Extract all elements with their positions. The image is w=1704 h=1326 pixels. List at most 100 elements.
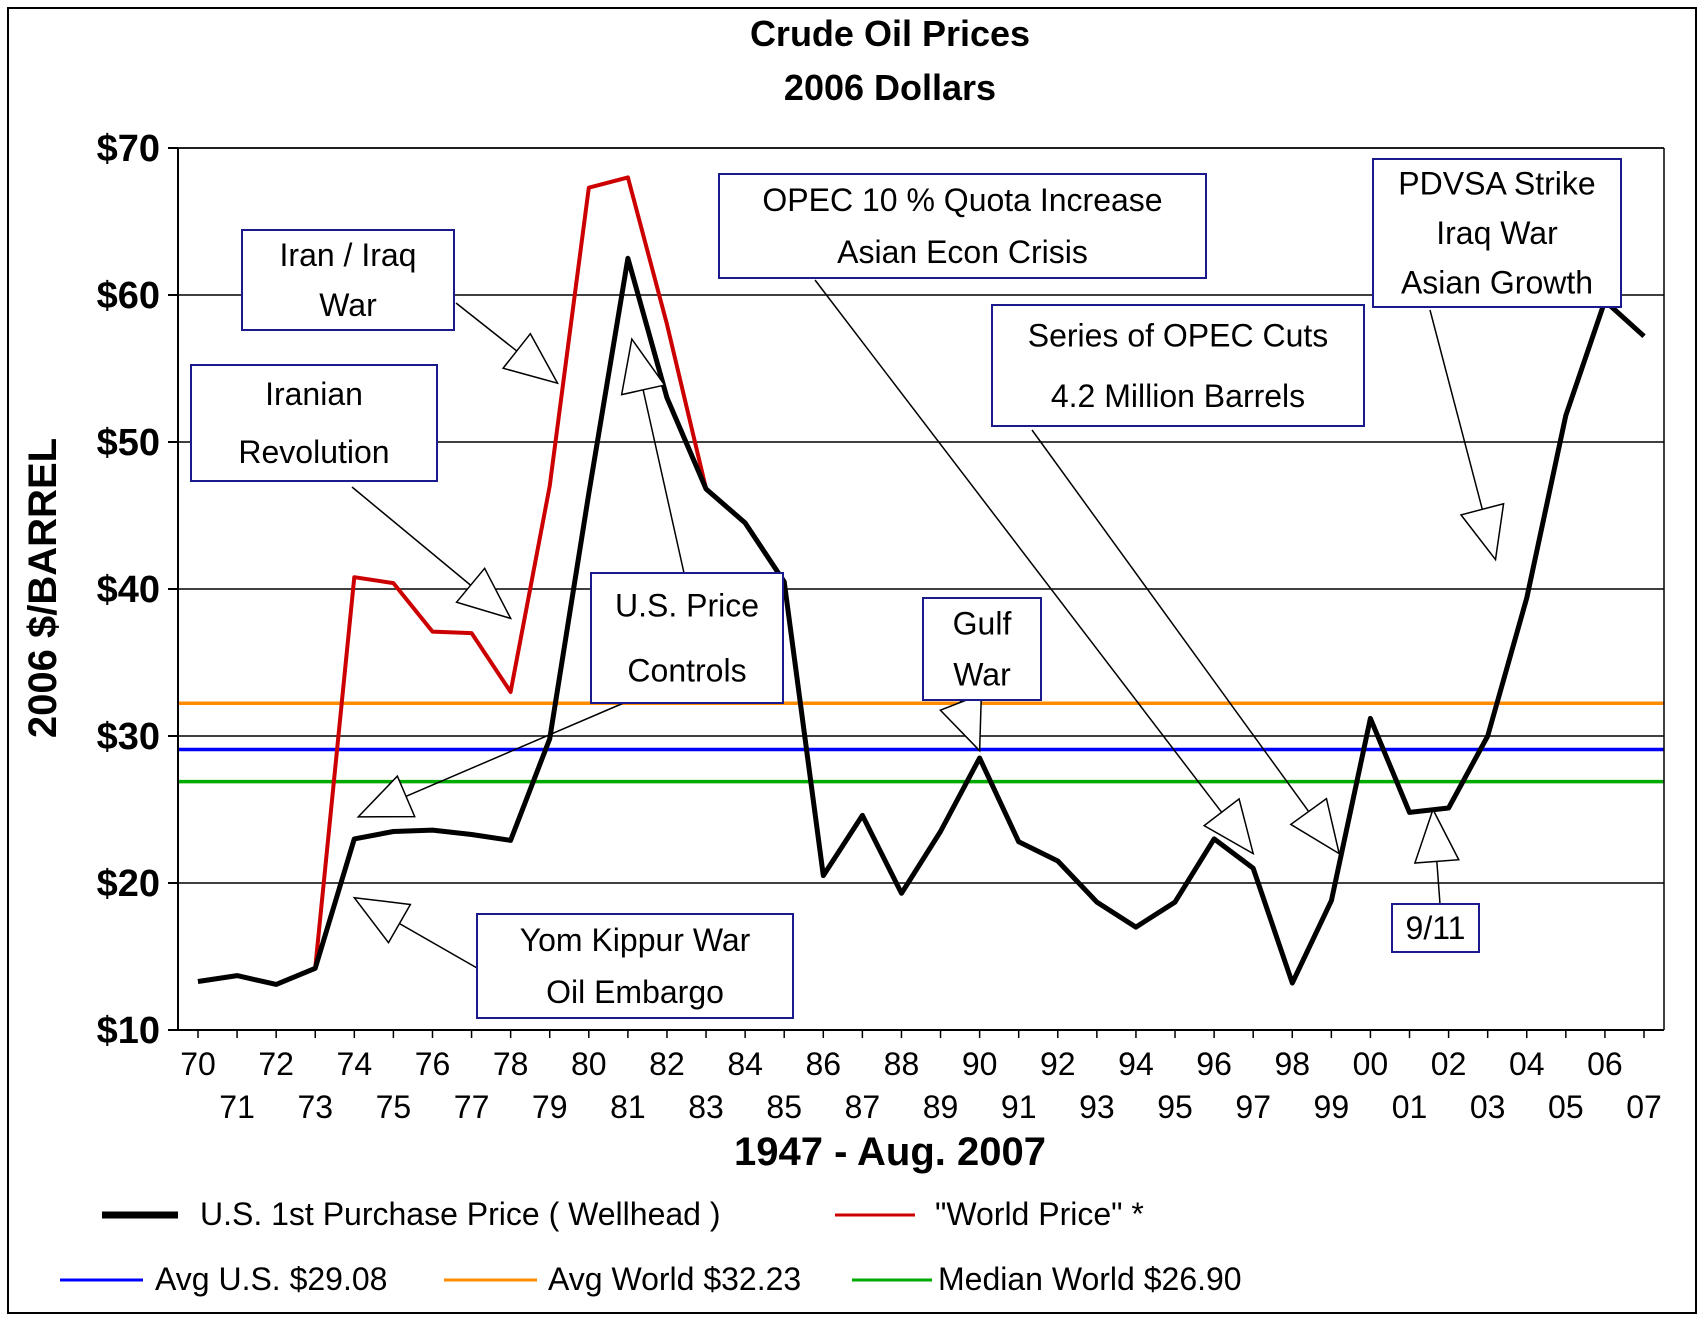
annotation-frame xyxy=(922,597,1042,701)
legend: U.S. 1st Purchase Price ( Wellhead ) "Wor… xyxy=(60,1196,1242,1297)
annotation-arrowhead xyxy=(1413,807,1460,864)
x-tick-label: 91 xyxy=(1001,1089,1037,1125)
chart-title: Crude Oil Prices xyxy=(750,13,1030,54)
y-tick-labels: $10 $20 $30 $40 $50 $60 $70 xyxy=(97,128,178,1052)
annotation-text: War xyxy=(953,657,1011,693)
annotation-box: U.S. Price Controls xyxy=(590,572,784,704)
y-tick-label: $30 xyxy=(97,716,160,758)
annotation-text: Revolution xyxy=(238,434,389,470)
chart-subtitle: 2006 Dollars xyxy=(784,67,996,108)
x-tick-label: 70 xyxy=(180,1046,216,1082)
legend-item: Avg U.S. $29.08 xyxy=(60,1261,387,1297)
annotation-frame xyxy=(991,304,1365,427)
x-tick-label: 97 xyxy=(1235,1089,1271,1125)
x-tick-label: 75 xyxy=(376,1089,412,1125)
legend-item: Avg World $32.23 xyxy=(444,1261,801,1297)
annotation-text: Asian Econ Crisis xyxy=(837,234,1088,270)
annotation-text: OPEC 10 % Quota Increase xyxy=(762,182,1162,218)
x-tick-label: 99 xyxy=(1314,1089,1350,1125)
y-tick-label: $60 xyxy=(97,275,160,317)
annotation-frame xyxy=(241,229,455,331)
annotation-frame xyxy=(590,572,784,704)
y-tick-label: $50 xyxy=(97,422,160,464)
legend-label: "World Price" * xyxy=(935,1196,1144,1232)
x-tick-label: 95 xyxy=(1157,1089,1193,1125)
annotation-arrowhead xyxy=(1289,797,1341,856)
x-tick-label: 78 xyxy=(493,1046,529,1082)
x-tick-label: 81 xyxy=(610,1089,646,1125)
annotation-text: Oil Embargo xyxy=(546,974,724,1010)
annotation-frame xyxy=(718,173,1207,279)
legend-item: "World Price" * xyxy=(835,1196,1144,1232)
x-tick-label: 06 xyxy=(1587,1046,1623,1082)
annotation-frame xyxy=(1391,903,1480,953)
annotation-leader-line xyxy=(1031,429,1340,855)
annotation-arrowhead xyxy=(501,332,560,385)
legend-item: Median World $26.90 xyxy=(852,1261,1242,1297)
x-tick-label: 92 xyxy=(1040,1046,1076,1082)
legend-label: Avg World $32.23 xyxy=(548,1261,801,1297)
annotation-text: Iranian xyxy=(265,376,363,412)
annotation-arrowhead xyxy=(455,566,513,620)
x-tick-label: 74 xyxy=(337,1046,373,1082)
x-tick-label: 82 xyxy=(649,1046,685,1082)
x-axis-label: 1947 - Aug. 2007 xyxy=(734,1130,1046,1174)
x-tick-label: 98 xyxy=(1274,1046,1310,1082)
x-tick-label: 04 xyxy=(1509,1046,1545,1082)
annotation-box: 9/11 xyxy=(1391,903,1480,953)
legend-item: U.S. 1st Purchase Price ( Wellhead ) xyxy=(102,1196,721,1232)
annotation-box: Iran / Iraq War xyxy=(241,229,455,331)
annotation-text: Yom Kippur War xyxy=(520,922,751,958)
x-tick-label: 79 xyxy=(532,1089,568,1125)
annotation-text: 4.2 Million Barrels xyxy=(1051,378,1305,414)
annotation-arrowhead xyxy=(356,774,416,818)
us-wellhead-price-line xyxy=(197,255,1646,987)
legend-label: Avg U.S. $29.08 xyxy=(155,1261,387,1297)
x-tick-label: 84 xyxy=(727,1046,763,1082)
annotation-text: War xyxy=(319,287,377,323)
annotation-frame xyxy=(190,364,438,482)
annotation-text: U.S. Price xyxy=(615,588,759,624)
x-tick-label: 02 xyxy=(1431,1046,1467,1082)
annotation-text: Iraq War xyxy=(1436,215,1558,251)
x-tick-label: 86 xyxy=(806,1046,842,1082)
legend-label: U.S. 1st Purchase Price ( Wellhead ) xyxy=(200,1196,721,1232)
x-tick-label: 05 xyxy=(1548,1089,1584,1125)
x-tick-label: 72 xyxy=(258,1046,294,1082)
annotation-text: Iran / Iraq xyxy=(280,237,417,273)
x-tick-label: 93 xyxy=(1079,1089,1115,1125)
annotation-boxes: Iran / Iraq War Iranian Revolution U.S. Pric… xyxy=(190,158,1622,1019)
annotation-text: 9/11 xyxy=(1406,910,1466,946)
x-tick-label: 00 xyxy=(1353,1046,1389,1082)
x-tick-label: 03 xyxy=(1470,1089,1506,1125)
x-tick-label: 71 xyxy=(219,1089,255,1125)
x-tick-label: 90 xyxy=(962,1046,998,1082)
x-tick-label: 80 xyxy=(571,1046,607,1082)
annotation-leader-line xyxy=(814,279,1254,855)
x-tick-label: 76 xyxy=(415,1046,451,1082)
annotation-text: Controls xyxy=(627,653,746,689)
reference-lines xyxy=(178,701,1664,784)
x-tick-label: 94 xyxy=(1118,1046,1154,1082)
annotation-frame xyxy=(476,913,794,1019)
y-tick-label: $40 xyxy=(97,569,160,611)
x-tick-label: 77 xyxy=(454,1089,490,1125)
annotation-arrowhead xyxy=(352,896,412,944)
x-tick-label: 85 xyxy=(766,1089,802,1125)
annotation-text: PDVSA Strike xyxy=(1398,166,1595,202)
x-tick-label: 89 xyxy=(923,1089,959,1125)
annotation-box: Iranian Revolution xyxy=(190,364,438,482)
y-axis-label: 2006 $/BARREL xyxy=(21,438,65,738)
x-tick-label: 83 xyxy=(688,1089,724,1125)
annotation-frame xyxy=(1372,158,1622,308)
annotation-arrowhead xyxy=(1459,502,1505,562)
x-tick-label: 87 xyxy=(845,1089,881,1125)
x-tick-label: 96 xyxy=(1196,1046,1232,1082)
annotation-text: Series of OPEC Cuts xyxy=(1028,317,1329,353)
annotation-box: Yom Kippur War Oil Embargo xyxy=(476,913,794,1019)
x-tick-label: 73 xyxy=(297,1089,333,1125)
annotation-box: OPEC 10 % Quota Increase Asian Econ Crisi… xyxy=(718,173,1207,279)
annotation-arrows xyxy=(351,279,1505,969)
